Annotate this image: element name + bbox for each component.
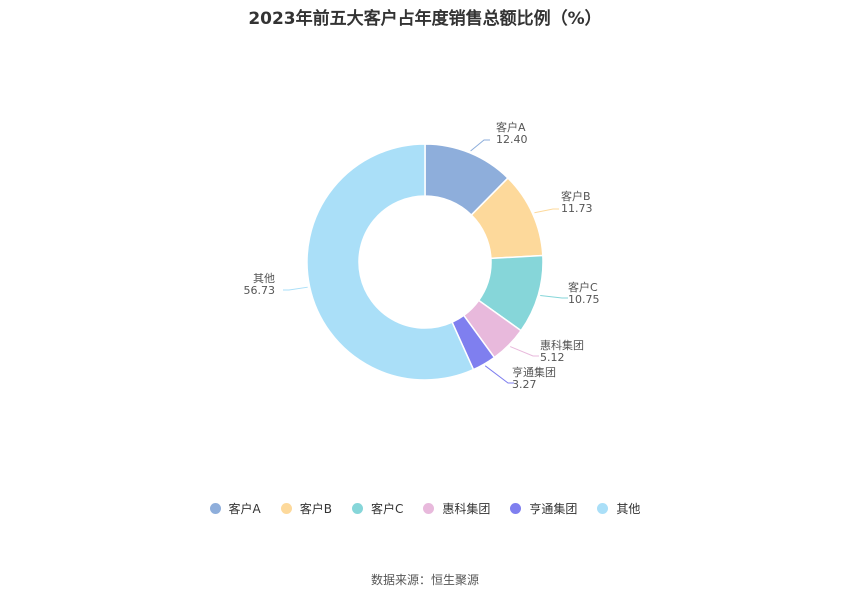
slice-value-3: 10.75 <box>568 293 600 306</box>
legend-item-5[interactable]: 亨通集团 <box>510 500 577 517</box>
chart-title: 2023年前五大客户占年度销售总额比例（%） <box>248 9 602 29</box>
slice-label-5: 亨通集团 <box>512 365 556 379</box>
legend-item-3[interactable]: 客户C <box>352 500 403 517</box>
slices-group <box>306 143 544 381</box>
slice-value-2: 11.73 <box>561 202 593 215</box>
legend-label-5: 亨通集团 <box>529 502 578 516</box>
slice-label-4: 惠科集团 <box>540 338 584 352</box>
legend-label-6: 其他 <box>616 502 641 516</box>
legend-item-4[interactable]: 惠科集团 <box>423 500 490 517</box>
slice-label-2: 客户B <box>561 189 591 203</box>
legend-item-6[interactable]: 其他 <box>597 500 640 517</box>
slice-value-4: 5.12 <box>540 351 565 364</box>
legend-swatch-1 <box>209 503 221 514</box>
slice-label-1: 客户A <box>496 120 526 134</box>
leader-line-2 <box>534 208 559 214</box>
leader-lines-group <box>283 139 568 384</box>
legend-swatch-2 <box>280 503 292 514</box>
source-note: 数据来源：恒生聚源 <box>370 573 479 587</box>
leader-line-5 <box>484 365 514 384</box>
legend-label-2: 客户B <box>299 502 332 516</box>
legend-swatch-3 <box>352 503 363 514</box>
legend-label-4: 惠科集团 <box>442 502 491 516</box>
leader-line-4 <box>509 346 539 357</box>
slice-value-1: 12.40 <box>496 133 528 146</box>
slice-value-5: 3.27 <box>512 378 537 391</box>
legend-item-1[interactable]: 客户A <box>209 500 261 517</box>
legend-swatch-4 <box>423 503 435 514</box>
legend-swatch-6 <box>597 503 609 514</box>
slice-6 <box>306 143 475 381</box>
legend-item-2[interactable]: 客户B <box>280 500 332 517</box>
leader-line-1 <box>470 139 490 152</box>
slice-value-6: 56.73 <box>244 284 276 297</box>
legend-swatch-5 <box>510 503 522 514</box>
leader-line-3 <box>540 295 568 299</box>
legend: 客户A 客户B 客户C 惠科集团 亨通集团 其他 <box>0 500 850 517</box>
slice-label-3: 客户C <box>568 280 598 294</box>
legend-label-3: 客户C <box>371 502 404 516</box>
legend-label-1: 客户A <box>228 502 261 516</box>
leader-line-6 <box>283 286 308 291</box>
slice-label-6: 其他 <box>253 272 275 285</box>
